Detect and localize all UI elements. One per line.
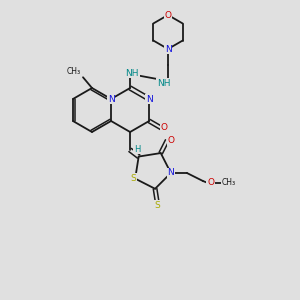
Text: S: S [130, 174, 136, 183]
Text: CH₃: CH₃ [67, 67, 81, 76]
Text: O: O [207, 178, 214, 188]
Text: NH: NH [157, 79, 171, 88]
Text: CH₃: CH₃ [222, 178, 236, 188]
Text: N: N [146, 94, 152, 103]
Text: O: O [164, 11, 172, 20]
Text: O: O [161, 124, 168, 133]
Text: N: N [108, 94, 114, 103]
Text: NH: NH [125, 68, 139, 77]
Text: H: H [134, 145, 140, 154]
Text: N: N [167, 169, 174, 178]
Text: N: N [165, 44, 171, 53]
Text: O: O [168, 136, 175, 145]
Text: S: S [154, 201, 160, 210]
